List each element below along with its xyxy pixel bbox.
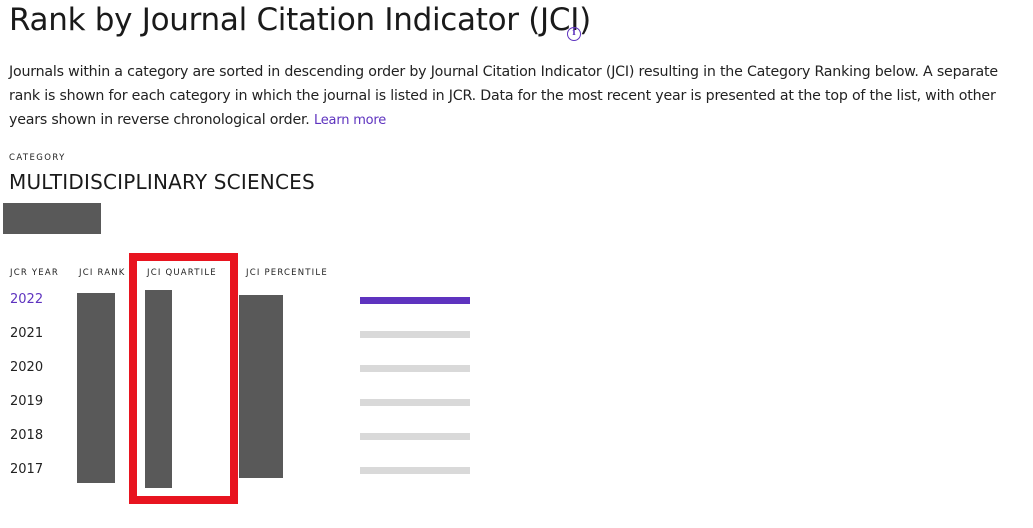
year-2018[interactable]: 2018 xyxy=(10,428,44,443)
redacted-jci-percentile-column xyxy=(239,295,283,478)
year-2017[interactable]: 2017 xyxy=(10,462,44,477)
percentile-bar-2017 xyxy=(360,467,470,474)
redacted-block xyxy=(3,203,101,234)
learn-more-link[interactable]: Learn more xyxy=(313,113,387,128)
description: Journals within a category are sorted in… xyxy=(9,60,1024,133)
percentile-bar-2019 xyxy=(360,399,470,406)
column-header-jci-percentile: JCI PERCENTILE xyxy=(246,268,328,278)
redacted-jci-rank-column xyxy=(77,293,115,483)
year-2021[interactable]: 2021 xyxy=(10,326,44,341)
year-2022[interactable]: 2022 xyxy=(10,292,44,307)
column-header-jcr-year: JCR YEAR xyxy=(10,268,59,278)
category-label: CATEGORY xyxy=(9,153,66,163)
description-text: Journals within a category are sorted in… xyxy=(9,64,998,128)
percentile-bar-2020 xyxy=(360,365,470,372)
column-header-jci-quartile: JCI QUARTILE xyxy=(147,268,217,278)
year-2020[interactable]: 2020 xyxy=(10,360,44,375)
category-name: MULTIDISCIPLINARY SCIENCES xyxy=(9,170,315,194)
percentile-bar-2021 xyxy=(360,331,470,338)
percentile-bar-2018 xyxy=(360,433,470,440)
percentile-bar-2022 xyxy=(360,297,470,304)
year-2019[interactable]: 2019 xyxy=(10,394,44,409)
column-header-jci-rank: JCI RANK xyxy=(79,268,126,278)
percentile-bar-fill xyxy=(360,297,470,304)
redacted-jci-quartile-column xyxy=(145,290,172,488)
highlight-box-jci-quartile xyxy=(129,253,238,504)
info-icon[interactable]: i xyxy=(567,27,581,41)
page-title: Rank by Journal Citation Indicator (JCI) xyxy=(9,2,591,38)
